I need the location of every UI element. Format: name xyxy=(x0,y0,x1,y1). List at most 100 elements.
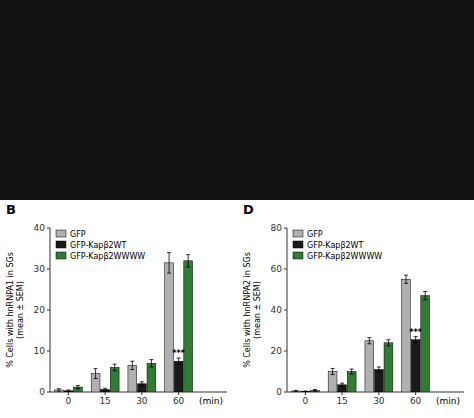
y-tick-label: 40 xyxy=(271,305,283,315)
y-axis-label: % Cells with hnRNPA1 in SGs(mean ± SEM) xyxy=(6,252,25,368)
bar xyxy=(165,263,174,392)
y-tick-label: 30 xyxy=(34,264,46,274)
error-bar xyxy=(313,390,317,392)
error-bar xyxy=(149,360,153,367)
x-tick-label: 0 xyxy=(303,396,309,406)
x-tick xyxy=(68,392,69,395)
bar xyxy=(184,261,193,392)
x-tick-label: 15 xyxy=(99,396,110,406)
plot-area xyxy=(291,275,429,392)
legend: GFP GFP-Kapβ2WT GFP-Kapβ2WWWW xyxy=(293,230,382,261)
error-bar xyxy=(367,338,371,344)
bar xyxy=(365,341,374,392)
x-axis-label: (min) xyxy=(436,396,460,406)
bar xyxy=(374,369,383,392)
x-tick-label: 60 xyxy=(173,396,185,406)
annotation: *** xyxy=(409,328,422,337)
y-tick-label: 20 xyxy=(271,346,283,356)
legend: GFP GFP-Kapβ2WT GFP-Kapβ2WWWW xyxy=(56,230,145,261)
panel-title: B xyxy=(6,202,16,217)
error-bar xyxy=(186,255,190,267)
error-bar xyxy=(414,337,418,343)
bar xyxy=(291,391,300,392)
figure: B010203040% Cells with hnRNPA1 in SGs(me… xyxy=(0,0,474,418)
error-bar xyxy=(377,367,381,372)
legend-swatch xyxy=(56,230,66,237)
legend-label: GFP-Kapβ2WT xyxy=(70,241,127,250)
error-bar xyxy=(350,369,354,374)
bar xyxy=(174,361,183,392)
y-tick-label: 40 xyxy=(34,223,46,233)
x-tick-label: 0 xyxy=(66,396,72,406)
legend-swatch xyxy=(293,252,303,259)
bar xyxy=(347,372,356,393)
y-axis-label-line: (mean ± SEM) xyxy=(253,281,262,339)
legend-swatch xyxy=(293,241,303,248)
error-bar xyxy=(294,390,298,391)
error-bar xyxy=(303,390,307,392)
y-axis-line xyxy=(287,228,288,392)
legend-swatch xyxy=(56,252,66,259)
legend-swatch xyxy=(56,241,66,248)
error-bar xyxy=(331,368,335,374)
bar-chart: B 0 10 20 30 40 % Cells with hnRNPA1 in SGs(me… xyxy=(6,202,227,406)
x-tick xyxy=(342,392,343,395)
panel-title: D xyxy=(243,202,254,217)
x-tick xyxy=(105,392,106,395)
bar-chart: D 0 20 40 60 80 % Cells with hnRNPA2 in SGs(me… xyxy=(243,202,464,406)
image-placeholder xyxy=(0,0,237,200)
y-tick-label: 60 xyxy=(271,264,283,274)
y-axis-label-line: (mean ± SEM) xyxy=(16,281,25,339)
error-bar xyxy=(167,253,171,274)
legend-label: GFP-Kapβ2WWWW xyxy=(307,252,382,261)
bar xyxy=(64,391,73,392)
error-bar xyxy=(404,275,408,283)
bar xyxy=(411,340,420,392)
legend-label: GFP xyxy=(70,230,86,239)
bar xyxy=(147,363,156,392)
y-tick-label: 20 xyxy=(34,305,46,315)
error-bar xyxy=(66,390,70,392)
error-bar xyxy=(140,382,144,386)
x-tick xyxy=(378,392,379,395)
error-bar xyxy=(103,388,107,390)
error-bar xyxy=(76,385,80,388)
bar xyxy=(421,296,430,392)
legend-label: GFP xyxy=(307,230,323,239)
error-bar xyxy=(177,358,181,365)
y-axis-line xyxy=(50,228,51,392)
bar xyxy=(301,391,310,392)
y-tick-label: 80 xyxy=(271,223,283,233)
y-tick-label: 0 xyxy=(276,387,282,397)
y-tick-label: 10 xyxy=(34,346,46,356)
y-axis-label-line: % Cells with hnRNPA2 in SGs xyxy=(243,252,252,368)
x-axis-label: (min) xyxy=(199,396,223,406)
plot-area xyxy=(54,253,192,392)
x-tick-label: 30 xyxy=(373,396,385,406)
x-tick xyxy=(415,392,416,395)
x-tick-label: 30 xyxy=(136,396,148,406)
legend-swatch xyxy=(293,230,303,237)
y-axis-label-line: % Cells with hnRNPA1 in SGs xyxy=(6,252,15,368)
error-bar xyxy=(57,389,61,391)
error-bar xyxy=(94,369,98,379)
x-tick-label: 15 xyxy=(336,396,347,406)
bar xyxy=(110,367,119,392)
error-bar xyxy=(113,364,117,371)
error-bar xyxy=(130,361,134,369)
error-bar xyxy=(423,292,427,300)
legend-label: GFP-Kapβ2WWWW xyxy=(70,252,145,261)
x-tick-label: 60 xyxy=(410,396,422,406)
x-tick xyxy=(141,392,142,395)
x-tick xyxy=(178,392,179,395)
x-tick xyxy=(305,392,306,395)
bar xyxy=(311,390,320,392)
y-tick-label: 0 xyxy=(39,387,45,397)
error-bar xyxy=(340,383,344,386)
annotation: *** xyxy=(172,349,185,358)
y-axis-label: % Cells with hnRNPA2 in SGs(mean ± SEM) xyxy=(243,252,262,368)
bar xyxy=(384,343,393,392)
image-placeholder xyxy=(237,0,474,200)
legend-label: GFP-Kapβ2WT xyxy=(307,241,364,250)
error-bar xyxy=(386,340,390,346)
